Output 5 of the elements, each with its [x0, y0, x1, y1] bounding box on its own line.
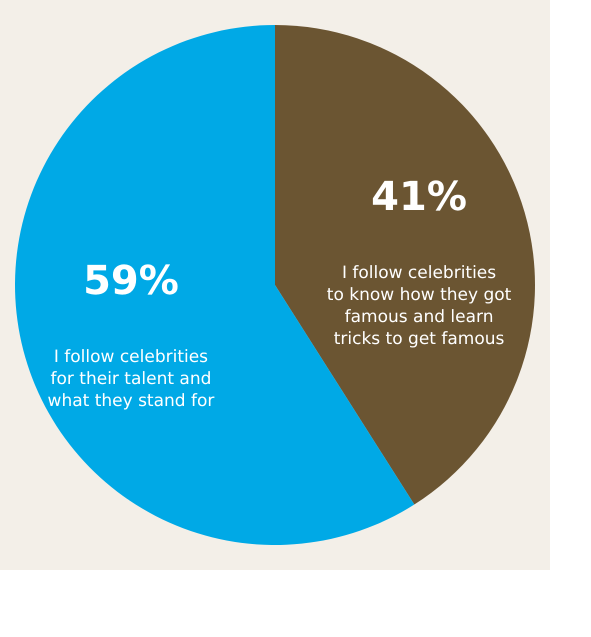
pie-slice	[275, 25, 535, 505]
slice-label: I follow celebrities for their talent and what they stand for	[48, 346, 214, 411]
slice-label: I follow celebrities to know how they got famous and learn tricks to get famous	[326, 263, 512, 350]
data-label: 41%	[371, 174, 467, 220]
data-label: 59%	[83, 258, 179, 304]
